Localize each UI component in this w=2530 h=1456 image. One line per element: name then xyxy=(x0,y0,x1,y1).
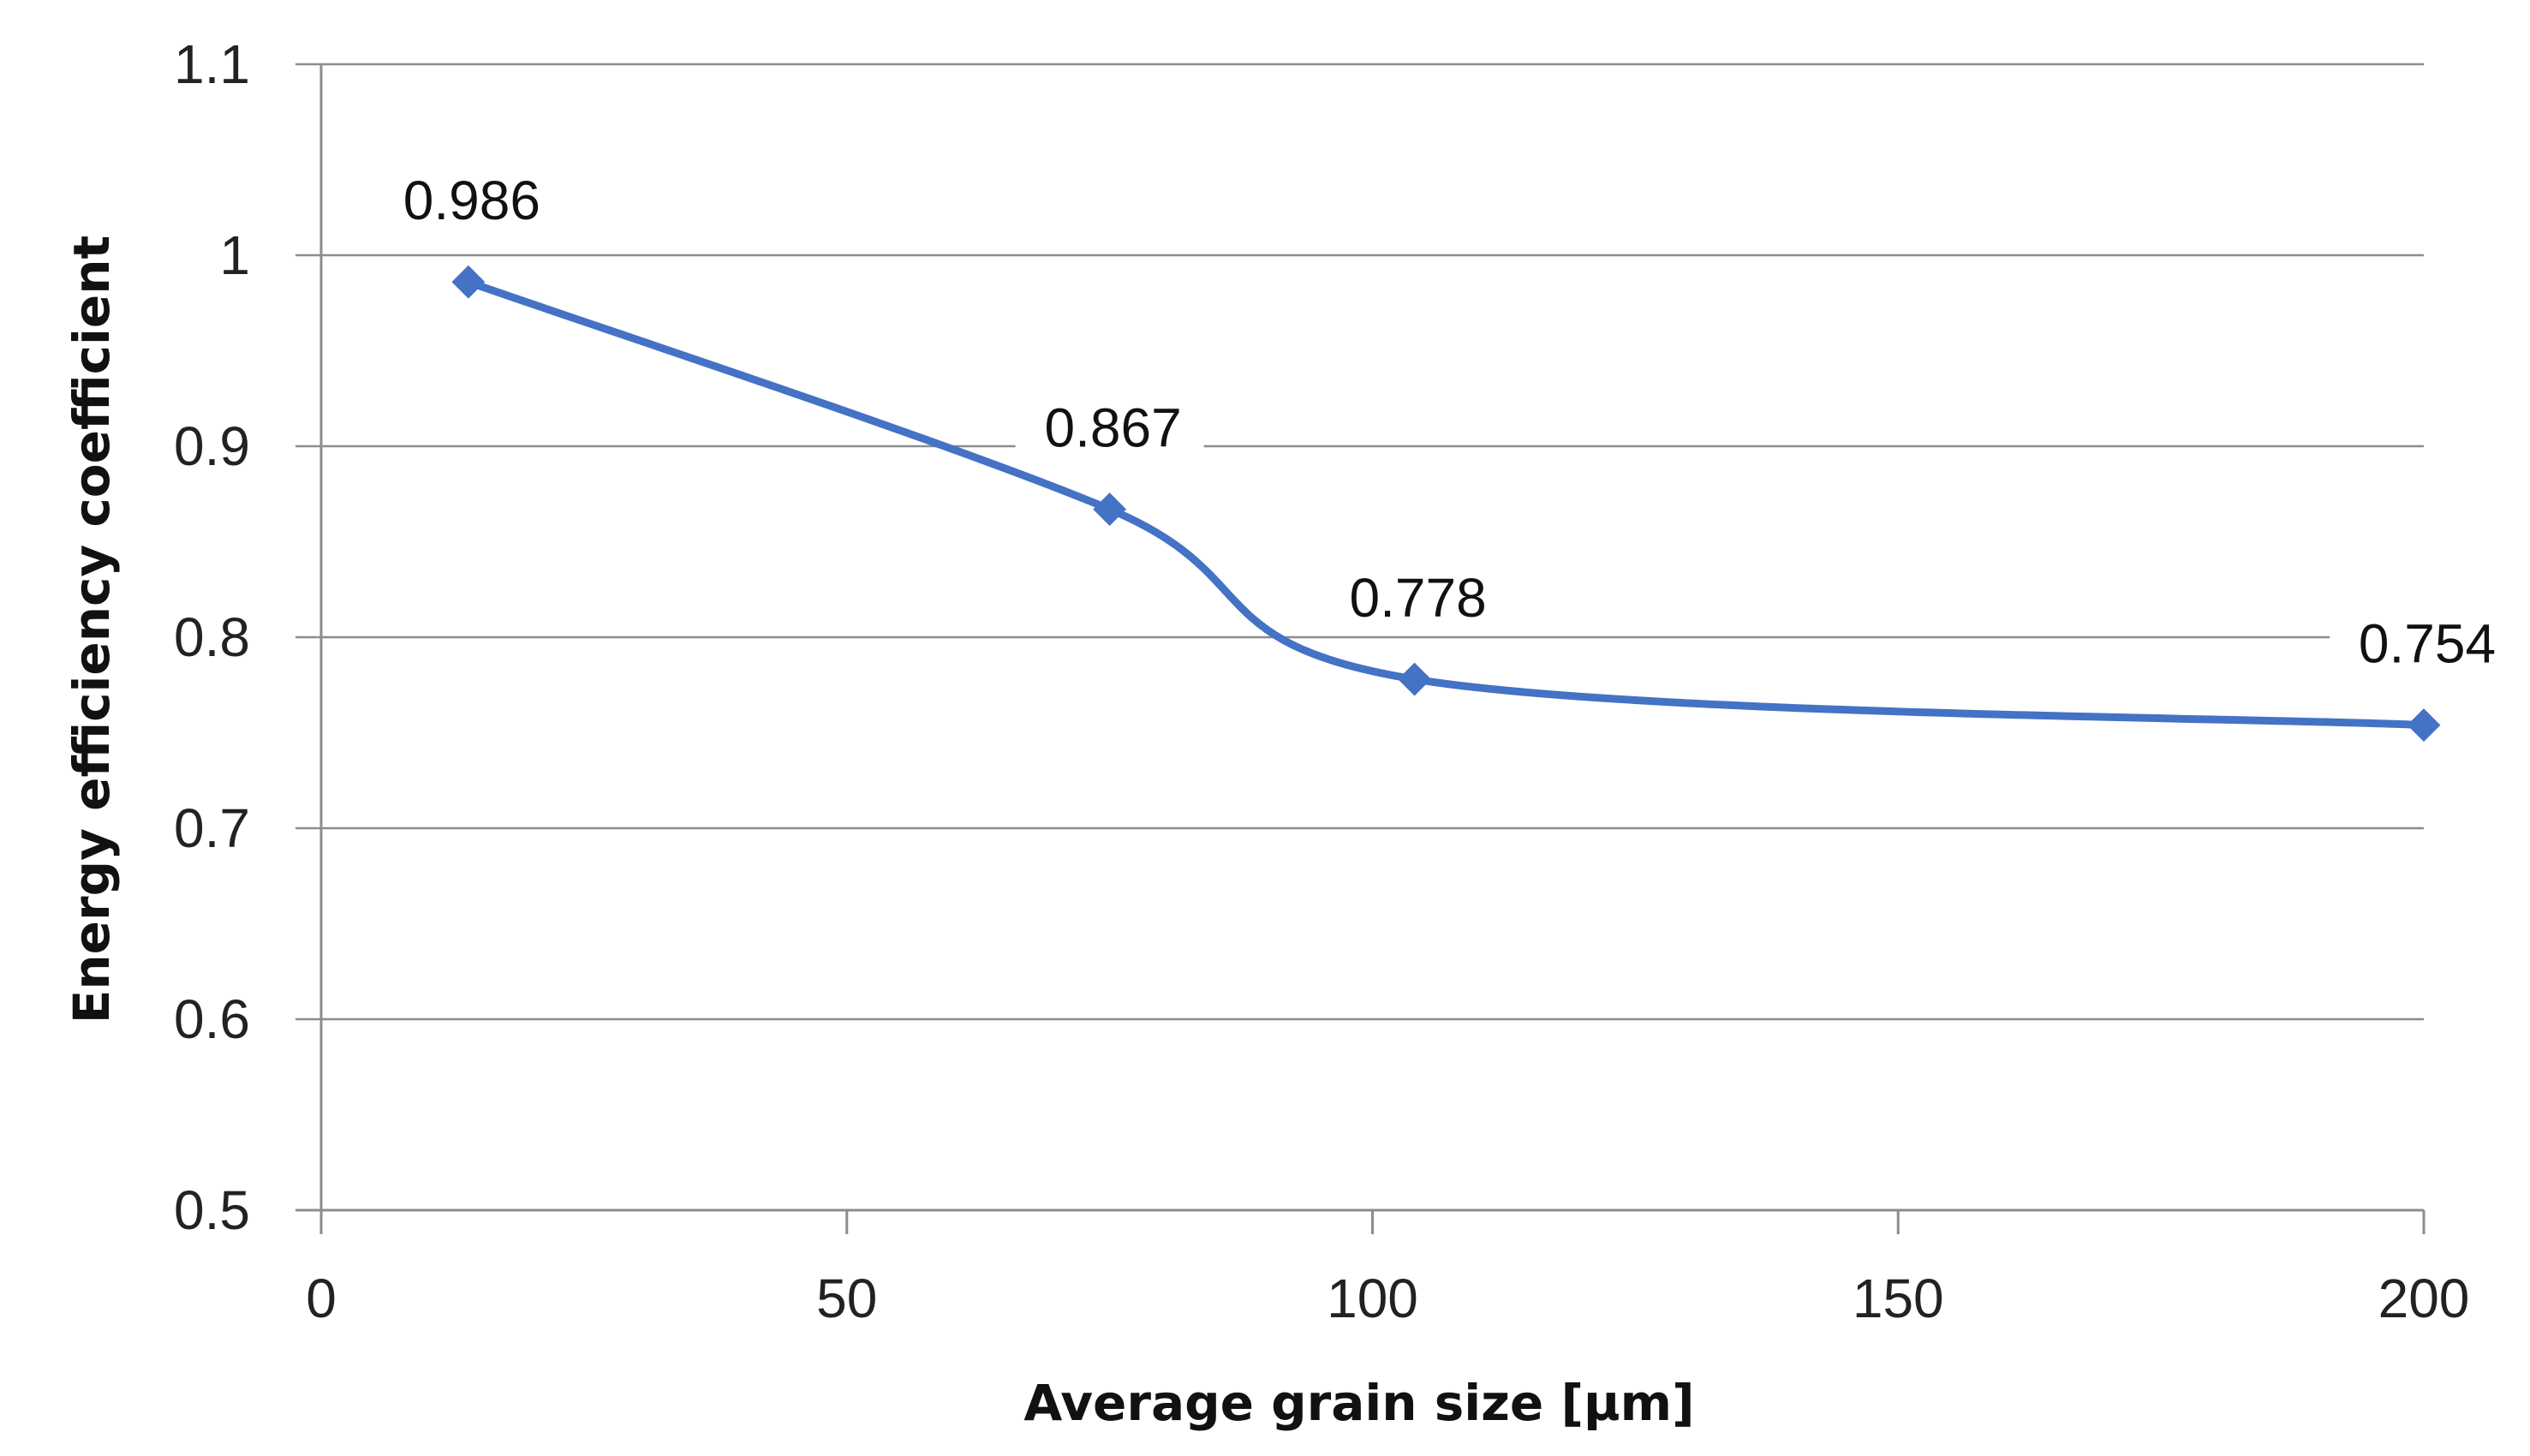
data-label: 0.867 xyxy=(1045,397,1182,459)
axes xyxy=(295,64,2426,1234)
data-point-marker xyxy=(451,265,486,299)
data-label: 0.778 xyxy=(1350,567,1487,629)
data-series xyxy=(451,265,2441,742)
data-label-background xyxy=(1320,561,1509,636)
y-tick-label: 1.1 xyxy=(174,33,250,95)
data-labels: 0.986 0.867 0.778 0.754 xyxy=(373,164,2518,681)
y-tick-label: 0.7 xyxy=(174,797,250,859)
y-tick-label: 0.5 xyxy=(174,1179,250,1241)
x-tick-label: 200 xyxy=(2378,1268,2470,1329)
data-label: 0.754 xyxy=(2359,613,2496,675)
data-label: 0.986 xyxy=(403,170,540,231)
y-tick-label: 0.9 xyxy=(174,415,250,477)
x-tick-label: 150 xyxy=(1853,1268,1944,1329)
y-axis-title: Energy efficiency coefficient xyxy=(63,236,121,1024)
data-label-background xyxy=(1015,391,1204,465)
x-axis-title: Average grain size [µm] xyxy=(1023,1374,1694,1432)
data-point-marker xyxy=(2407,708,2441,742)
x-tick-label: 100 xyxy=(1327,1268,1418,1329)
x-tick-label: 50 xyxy=(816,1268,877,1329)
data-point-marker xyxy=(1093,492,1127,527)
y-tick-label: 0.8 xyxy=(174,606,250,668)
series-line xyxy=(464,277,2428,730)
data-label-background xyxy=(373,164,563,238)
y-tick-label: 1 xyxy=(219,224,250,286)
data-label-background xyxy=(2330,606,2518,681)
grid-lines xyxy=(295,63,2424,1021)
y-tick-label: 0.6 xyxy=(174,988,250,1050)
data-point-marker xyxy=(1398,662,1432,696)
tick-labels: 0.5 0.6 0.7 0.8 0.9 1 1.1 0 50 100 150 200 xyxy=(174,33,2469,1329)
x-tick-label: 0 xyxy=(306,1268,337,1329)
